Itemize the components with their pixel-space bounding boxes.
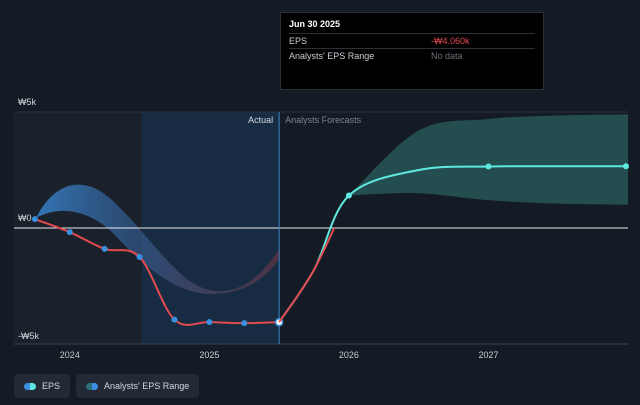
- historical-range-band: [36, 184, 280, 295]
- tooltip-row-eps: EPS -₩4.060k: [289, 33, 535, 48]
- y-tick-label-1: ₩0: [18, 213, 32, 223]
- legend-item-eps[interactable]: EPS: [14, 374, 71, 398]
- x-tick-label-3: 2027: [478, 350, 498, 360]
- forecast-point-1[interactable]: [485, 163, 492, 170]
- tooltip-range-value: No data: [431, 51, 463, 61]
- forecast-point-2[interactable]: [623, 163, 629, 170]
- x-tick-label-0: 2024: [60, 350, 80, 360]
- tooltip-date: Jun 30 2025: [289, 19, 341, 29]
- tooltip-row-range: Analysts' EPS Range No data: [289, 48, 535, 63]
- tooltip-range-label: Analysts' EPS Range: [289, 51, 375, 61]
- eps-point-1[interactable]: [66, 229, 73, 236]
- eps-point-0[interactable]: [31, 216, 38, 223]
- legend-eps-swatch-icon: [24, 382, 36, 390]
- legend: EPS Analysts' EPS Range: [14, 374, 200, 398]
- eps-forecast-negative-segment: [278, 228, 336, 323]
- y-tick-label-2: -₩5k: [18, 331, 39, 341]
- forecast-label: Analysts Forecasts: [285, 115, 362, 125]
- legend-range-label: Analysts' EPS Range: [104, 381, 190, 391]
- eps-line: [34, 218, 280, 326]
- tooltip-eps-label: EPS: [289, 36, 308, 46]
- tooltip: Jun 30 2025 EPS -₩4.060k Analysts' EPS R…: [280, 12, 544, 90]
- eps-point-4[interactable]: [171, 316, 178, 323]
- eps-point-6[interactable]: [241, 320, 248, 327]
- x-tick-label-1: 2025: [199, 350, 219, 360]
- eps-point-2[interactable]: [101, 245, 108, 252]
- legend-range-swatch-icon: [86, 382, 99, 390]
- analysts-eps-range-band: [348, 114, 628, 205]
- y-tick-label-0: ₩5k: [18, 97, 37, 107]
- actual-label: Actual: [248, 115, 273, 125]
- legend-item-range[interactable]: Analysts' EPS Range: [76, 374, 200, 398]
- forecast-point-0[interactable]: [345, 192, 352, 199]
- legend-eps-label: EPS: [42, 381, 61, 391]
- tooltip-eps-value: -₩4.060k: [431, 36, 470, 46]
- eps-point-3[interactable]: [136, 254, 143, 260]
- x-tick-label-2: 2026: [339, 350, 359, 360]
- eps-point-5[interactable]: [206, 318, 213, 325]
